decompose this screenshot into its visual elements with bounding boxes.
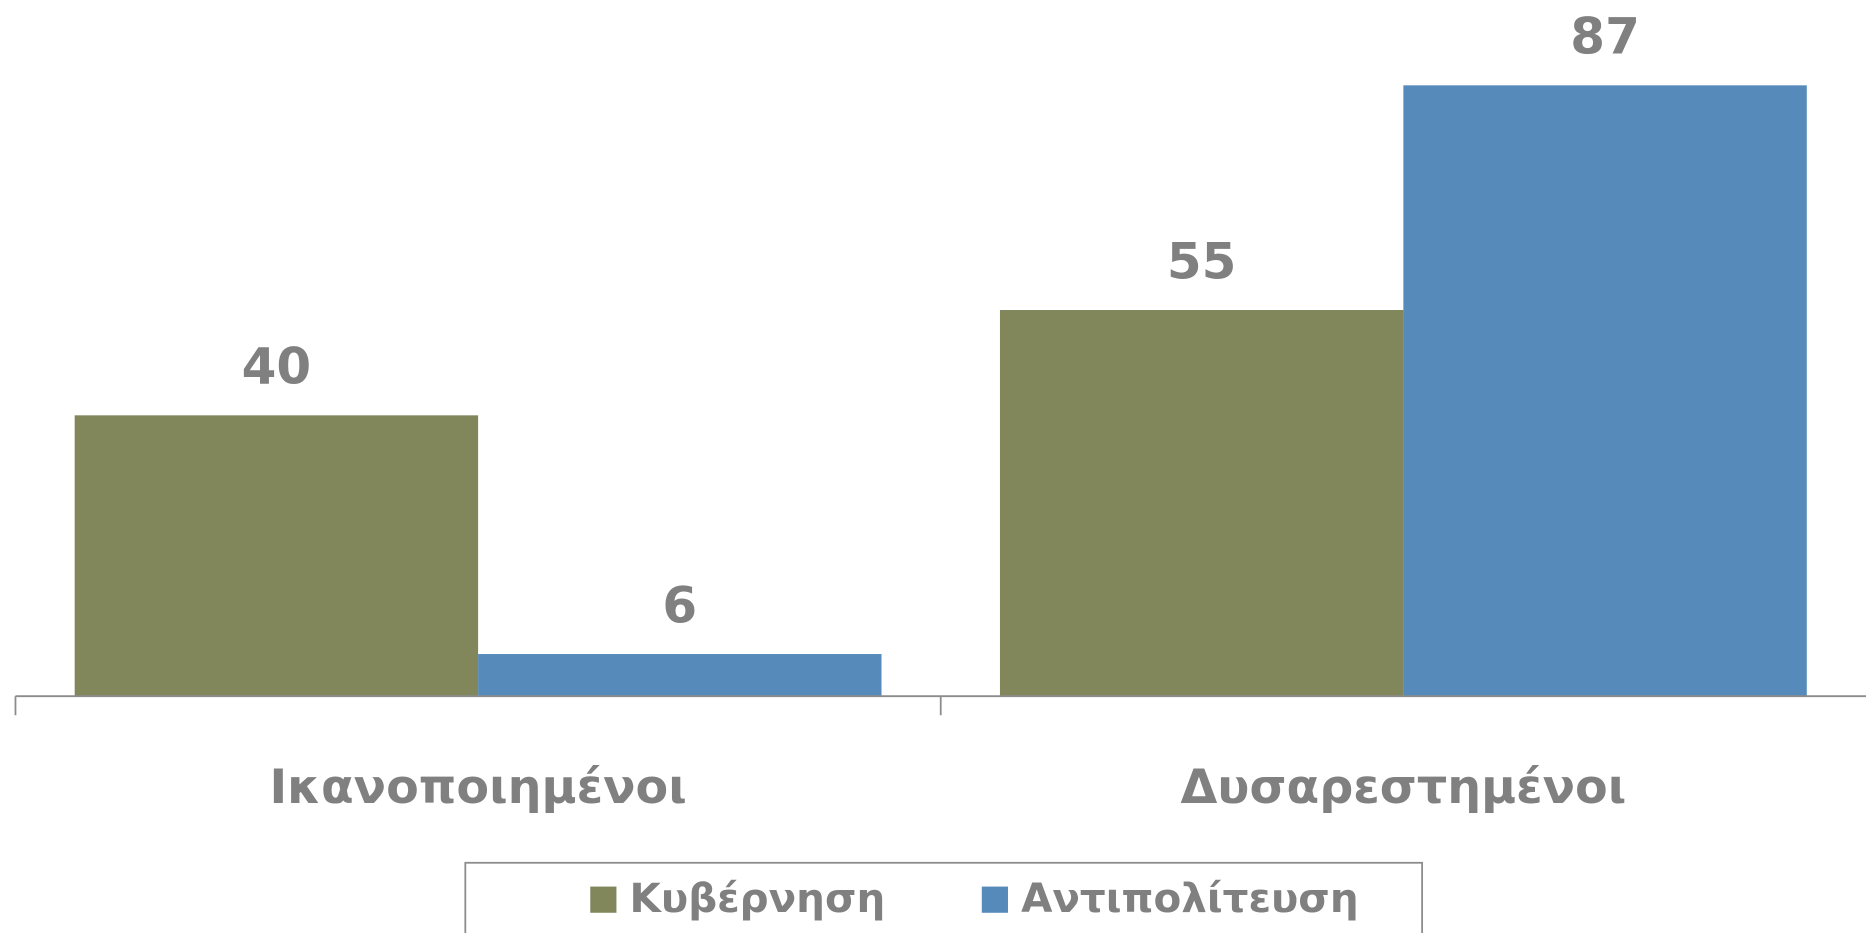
x-tick-label: Δυσαρεστημένοι <box>1180 760 1626 815</box>
bar <box>999 310 1404 697</box>
bar <box>1403 85 1807 697</box>
legend-swatch <box>590 886 617 913</box>
legend-label: Αντιπολίτευση <box>1021 874 1359 922</box>
data-label: 55 <box>1167 232 1237 290</box>
bar <box>478 654 882 697</box>
bar <box>74 415 479 697</box>
data-label: 40 <box>242 338 312 396</box>
legend-label: Κυβέρνηση <box>630 874 886 922</box>
data-label: 87 <box>1570 8 1640 66</box>
data-label: 6 <box>662 576 697 634</box>
x-tick-label: Ικανοποιημένοι <box>269 760 686 815</box>
legend-swatch <box>981 886 1008 913</box>
legend-box <box>464 861 1424 933</box>
